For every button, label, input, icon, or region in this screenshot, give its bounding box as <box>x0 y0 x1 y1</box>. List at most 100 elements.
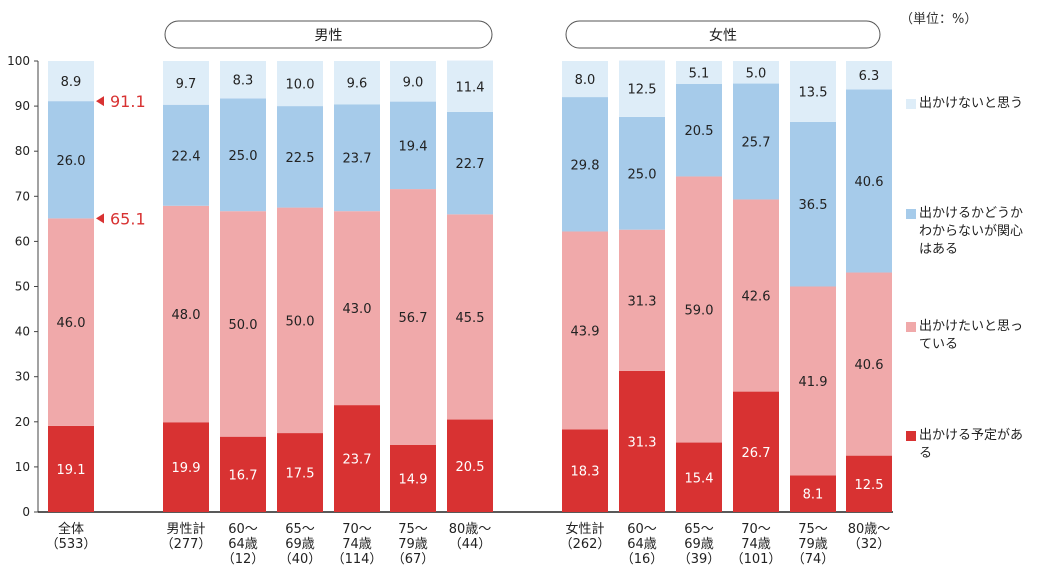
legend-label: 出かけるかどうか わからないが関心 はある <box>919 205 1037 259</box>
bar-segment <box>163 61 209 105</box>
x-category-label: 75〜 <box>798 522 828 537</box>
x-category-label: 80歳〜 <box>848 522 891 537</box>
bar-segment <box>390 444 436 512</box>
bar-segment <box>48 61 94 102</box>
x-category-label: 60〜 <box>228 522 258 537</box>
bar-segment <box>390 189 436 445</box>
data-label: 56.7 <box>399 311 428 326</box>
legend-swatch <box>906 322 916 332</box>
data-label: 8.3 <box>233 74 254 89</box>
bar-segment <box>220 98 266 212</box>
bar-segment <box>790 286 836 476</box>
data-label: 11.4 <box>456 80 485 95</box>
data-label: 8.1 <box>803 488 824 503</box>
bar-segment <box>277 106 323 208</box>
x-category-label: （40） <box>279 552 322 567</box>
x-category-label: （67） <box>392 552 435 567</box>
x-category-label: 70〜 <box>342 522 372 537</box>
legend-label-line: ている <box>919 337 959 352</box>
x-category-label: 79歳 <box>798 537 828 552</box>
x-category-label: （39） <box>678 552 721 567</box>
data-label: 9.6 <box>347 77 368 92</box>
annotation-label: 65.1 <box>110 209 146 228</box>
legend-label-line: 出かけないと思う <box>919 96 1024 111</box>
annotation-marker <box>96 213 104 224</box>
x-category-label: （12） <box>222 552 265 567</box>
bar-segment <box>447 214 493 420</box>
bar-segment <box>447 419 493 512</box>
x-category-label: （44） <box>449 537 492 552</box>
bar-segment <box>334 104 380 212</box>
x-category-label: 全体 <box>58 521 84 537</box>
x-category-label: （114） <box>332 552 383 567</box>
bar-segment <box>676 442 722 512</box>
data-label: 48.0 <box>172 308 201 323</box>
bar-segment <box>733 199 779 392</box>
annotation-marker <box>96 96 104 107</box>
data-label: 8.9 <box>61 75 82 90</box>
bar-segment <box>733 83 779 200</box>
data-label: 40.6 <box>855 175 884 190</box>
data-label: 20.5 <box>456 460 485 475</box>
unit-note: （単位：%） <box>900 12 978 27</box>
data-label: 26.0 <box>57 154 86 169</box>
y-tick-label: 10 <box>15 460 30 474</box>
bar-segment <box>447 111 493 215</box>
x-category-label: 69歳 <box>285 537 315 552</box>
data-label: 5.0 <box>746 66 767 81</box>
bar-segment <box>619 60 665 117</box>
group-header-pill <box>164 20 493 49</box>
data-label: 22.5 <box>286 151 315 166</box>
legend-label-line: る <box>919 446 933 461</box>
data-label: 16.7 <box>229 468 258 483</box>
data-label: 25.0 <box>628 167 657 182</box>
data-label: 36.5 <box>799 198 828 213</box>
x-category-label: （262） <box>560 537 611 552</box>
bar-segment <box>277 207 323 434</box>
bar-segment <box>676 176 722 443</box>
data-label: 19.4 <box>399 139 428 154</box>
x-category-label: 80歳〜 <box>449 522 492 537</box>
data-label: 26.7 <box>742 446 771 461</box>
bar-segment <box>846 272 892 456</box>
data-label: 29.8 <box>571 158 600 173</box>
data-label: 40.6 <box>855 358 884 373</box>
data-label: 25.0 <box>229 149 258 164</box>
x-category-label: 69歳 <box>684 537 714 552</box>
data-label: 6.3 <box>859 69 880 84</box>
bar-segment <box>790 61 836 122</box>
data-label: 22.4 <box>172 149 201 164</box>
data-label: 12.5 <box>855 478 884 493</box>
legend-label-line: 出かける予定があ <box>919 428 1024 443</box>
bar-segment <box>447 60 493 112</box>
bar-segment <box>163 205 209 423</box>
x-category-label: 74歳 <box>741 537 771 552</box>
y-tick-label: 50 <box>15 280 30 294</box>
x-category-label: （533） <box>46 537 97 552</box>
bar-segment <box>220 436 266 512</box>
x-category-label: 64歳 <box>627 537 657 552</box>
data-label: 18.3 <box>571 465 600 480</box>
bar-segment <box>220 61 266 99</box>
bar-segment <box>846 61 892 90</box>
y-tick-label: 80 <box>15 144 30 158</box>
x-category-label: （32） <box>848 537 891 552</box>
data-label: 10.0 <box>286 78 315 93</box>
bar-segment <box>277 433 323 512</box>
data-label: 12.5 <box>628 83 657 98</box>
data-label: 50.0 <box>286 314 315 329</box>
bar-segment <box>562 97 608 232</box>
x-category-label: 79歳 <box>398 537 428 552</box>
bar-segment <box>733 61 779 84</box>
bar-segment <box>220 211 266 437</box>
data-label: 15.4 <box>685 471 714 486</box>
bar-segment <box>562 231 608 430</box>
data-label: 5.1 <box>689 67 710 82</box>
x-category-label: 60〜 <box>627 522 657 537</box>
bar-segment <box>562 61 608 98</box>
x-category-label: 70〜 <box>741 522 771 537</box>
y-tick-label: 0 <box>22 505 30 519</box>
bar-segment <box>277 61 323 107</box>
group-header-pill <box>565 20 881 49</box>
x-category-label: 75〜 <box>398 522 428 537</box>
